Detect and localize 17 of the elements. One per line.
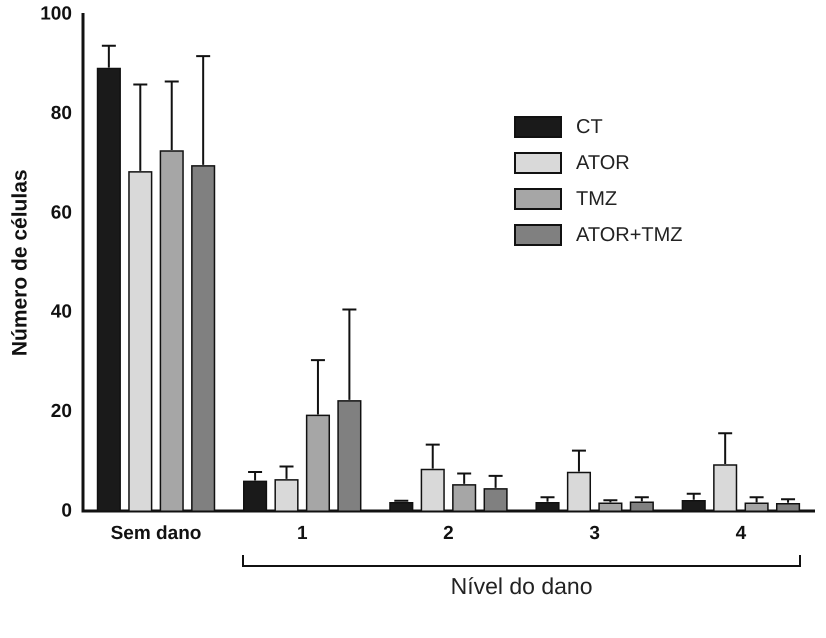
y-tick-label: 0 — [61, 500, 72, 522]
x-tick-label: 4 — [736, 522, 747, 544]
y-tick-label: 100 — [40, 4, 72, 25]
x-tick-label: 2 — [443, 522, 454, 544]
legend-label: TMZ — [576, 188, 618, 211]
y-axis-title: Número de células — [8, 169, 32, 356]
legend-label: CT — [576, 116, 603, 139]
y-tick-label: 80 — [50, 102, 72, 124]
y-tick-label: 20 — [50, 401, 72, 422]
x-axis-title: Nível do dano — [450, 573, 594, 600]
x-tick-label: Sem dano — [110, 522, 202, 544]
y-tick-label: 40 — [50, 302, 72, 323]
x-tick-label: 1 — [296, 522, 308, 544]
legend-label: ATOR — [576, 152, 630, 175]
y-tick-label: 60 — [50, 202, 72, 224]
x-tick-label: 3 — [589, 522, 600, 544]
legend-label: ATOR+TMZ — [576, 224, 682, 247]
